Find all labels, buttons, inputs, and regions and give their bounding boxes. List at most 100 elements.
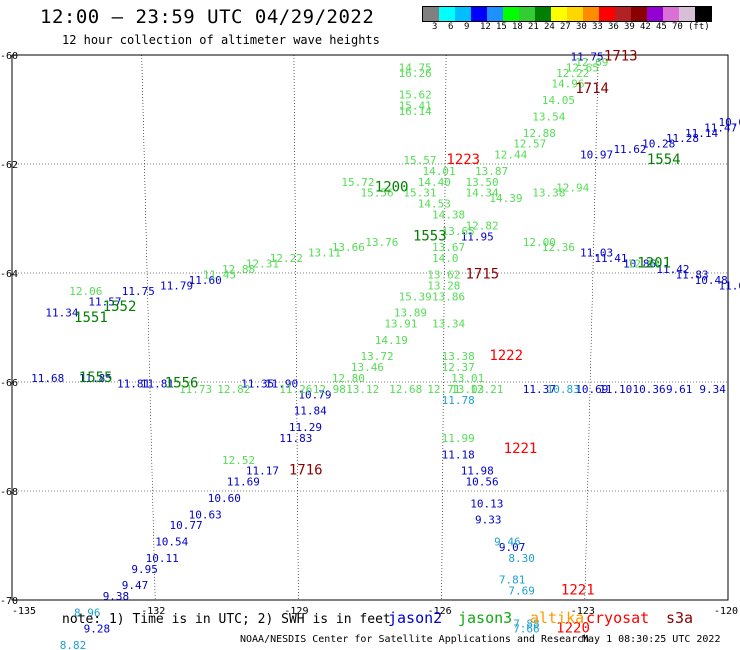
swh-value-label: 13.46 (351, 361, 384, 374)
swh-value-label: 11.42 (656, 263, 689, 276)
pass-time-label: 1221 (504, 441, 538, 457)
colorbar-swatch (471, 7, 487, 21)
swh-value-label: 15.39 (399, 290, 432, 303)
swh-value-label: 9.38 (103, 590, 129, 603)
colorbar-swatch (439, 7, 455, 21)
colorbar-swatch (631, 7, 647, 21)
swh-value-label: 16.26 (399, 67, 432, 80)
swh-value-label: 11.81 (141, 377, 174, 390)
colorbar-swatch (567, 7, 583, 21)
swh-value-label: 13.86 (432, 290, 465, 303)
swh-value-label: 12.06 (69, 285, 102, 298)
pass-time-label: 1201 (637, 256, 671, 272)
swh-value-label: 13.65 (442, 225, 475, 238)
swh-value-label: 13.54 (532, 110, 565, 123)
swh-value-label: 12.22 (270, 252, 303, 265)
colorbar-label: 6 (448, 22, 454, 32)
swh-value-label: 12.68 (389, 383, 422, 396)
colorbar-swatch (455, 7, 471, 21)
swh-value-label: 12.71 (427, 383, 460, 396)
colorbar-swatch (695, 7, 711, 21)
meridian-gridline (441, 54, 447, 601)
colorbar-swatch (647, 7, 663, 21)
colorbar-label: 30 (576, 22, 587, 32)
swh-value-label: 11.75 (570, 50, 603, 63)
swh-value-label: 14.05 (542, 94, 575, 107)
swh-value-label: 11.45 (203, 268, 236, 281)
pass-time-label: 1555 (79, 370, 113, 386)
wave-height-colorbar (422, 6, 712, 22)
swh-value-label: 10.48 (695, 274, 728, 287)
swh-value-label: 11.83 (675, 268, 708, 281)
swh-value-label: 12.88 (523, 127, 556, 140)
swh-value-label: 8.82 (60, 639, 87, 650)
colorbar-label: 12 (480, 22, 491, 32)
longitude-tick-label: -120 (714, 606, 738, 617)
colorbar-label: 3 (432, 22, 438, 32)
swh-value-label: 11.98 (461, 465, 494, 478)
swh-value-label: 10.09 (718, 116, 740, 129)
swh-value-label: 14.40 (418, 176, 451, 189)
colorbar-swatch (583, 7, 599, 21)
swh-value-label: 13.12 (346, 383, 379, 396)
legend-item-jason3: jason3 (458, 609, 513, 627)
swh-value-label: 14.96 (551, 78, 584, 91)
colorbar-swatch (503, 7, 519, 21)
swh-value-label: 14.39 (489, 192, 522, 205)
swh-value-label: 13.67 (432, 241, 465, 254)
swh-value-label: 11.41 (594, 252, 627, 265)
pass-time-label: 1556 (165, 375, 199, 391)
swh-value-label: 11.14 (685, 127, 718, 140)
swh-value-label: 11.34 (45, 307, 78, 320)
swh-value-label: 12.01 (628, 258, 661, 271)
swh-value-label: 10.56 (465, 476, 498, 489)
swh-value-label: 15.31 (403, 187, 436, 200)
swh-value-label: 11.99 (442, 432, 475, 445)
footer-credit: NOAA/NESDIS Center for Satellite Applica… (240, 634, 590, 645)
swh-value-label: 10.36 (633, 383, 666, 396)
swh-value-label: 12.52 (222, 454, 255, 467)
swh-value-label: 10.60 (208, 492, 241, 505)
swh-value-label: 12.82 (217, 383, 250, 396)
page-subtitle: 12 hour collection of altimeter wave hei… (62, 33, 380, 47)
swh-value-label: 8.30 (508, 552, 534, 565)
swh-value-label: 13.38 (532, 187, 565, 200)
colorbar-swatch (423, 7, 439, 21)
meridian-gridline (584, 54, 599, 601)
colorbar-label: 15 (496, 22, 507, 32)
pass-time-label: 1221 (561, 583, 595, 599)
colorbar-swatch (519, 7, 535, 21)
swh-value-label: 12.88 (222, 263, 255, 276)
pass-time-label: 1220 (556, 621, 590, 637)
swh-value-label: 11.37 (523, 383, 556, 396)
swh-value-label: 10.13 (470, 497, 503, 510)
swh-value-label: 10.79 (298, 388, 331, 401)
swh-value-label: 10.69 (575, 383, 608, 396)
swh-value-label: 11.73 (179, 383, 212, 396)
pass-time-label: 1554 (647, 152, 681, 168)
longitude-tick-label: -123 (571, 606, 595, 617)
pass-time-label: 1714 (575, 81, 609, 97)
swh-value-label: 11.95 (461, 230, 494, 243)
swh-value-label: 12.98 (313, 383, 346, 396)
latitude-tick-label: -68 (0, 487, 18, 498)
swh-value-label: 15.57 (403, 154, 436, 167)
swh-value-label: 14.34 (465, 187, 498, 200)
colorbar-swatch (599, 7, 615, 21)
swh-value-label: 13.11 (308, 247, 341, 260)
colorbar-label: 36 (608, 22, 619, 32)
swh-value-label: 10.86 (623, 258, 656, 271)
swh-value-label: 10.11 (146, 552, 179, 565)
colorbar-label: 45 (656, 22, 667, 32)
swh-value-label: 9.47 (122, 579, 149, 592)
swh-value-label: 12.44 (494, 149, 527, 162)
latitude-tick-label: -70 (0, 596, 18, 607)
latitude-tick-label: -62 (0, 160, 18, 171)
colorbar-label: (ft) (688, 22, 710, 32)
colorbar-label: 21 (528, 22, 539, 32)
swh-value-label: 11.60 (189, 274, 222, 287)
pass-time-label: 1552 (103, 299, 137, 315)
swh-value-label: 11.81 (117, 377, 150, 390)
colorbar-label: 42 (640, 22, 651, 32)
